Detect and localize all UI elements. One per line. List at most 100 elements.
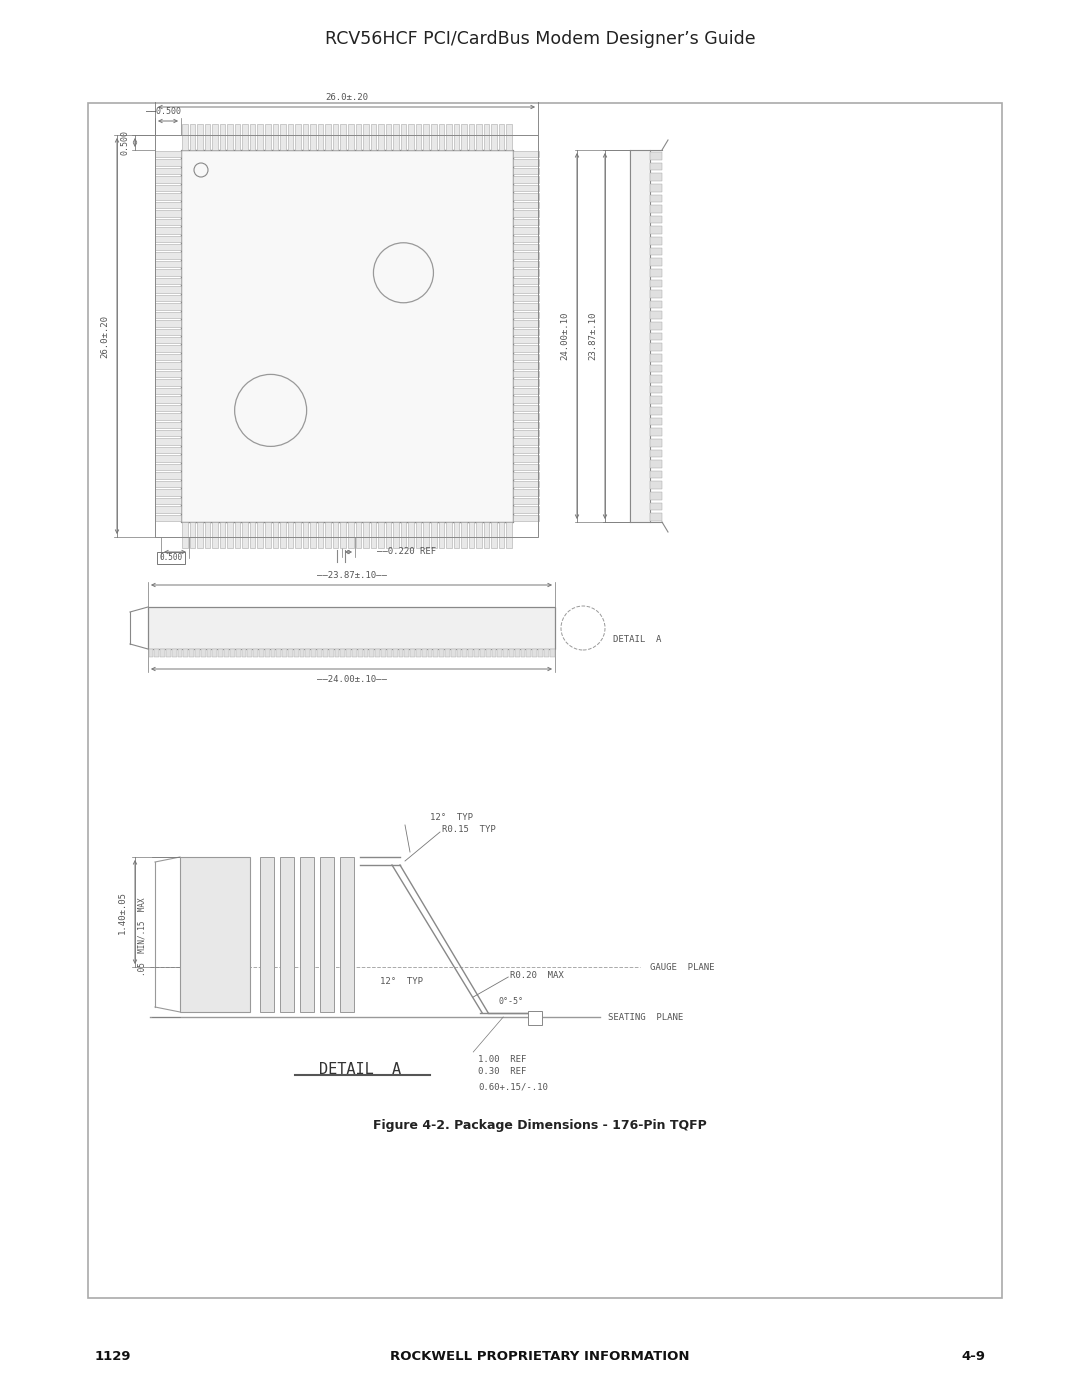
Bar xyxy=(156,312,181,319)
Bar xyxy=(650,407,662,415)
Bar xyxy=(184,650,188,657)
Bar xyxy=(513,362,539,369)
Bar xyxy=(538,650,543,657)
Bar xyxy=(340,856,354,1011)
Bar xyxy=(499,522,504,548)
Bar xyxy=(253,650,258,657)
Bar xyxy=(156,362,181,369)
Bar xyxy=(265,124,271,149)
Bar xyxy=(650,513,662,521)
Text: SEATING  PLANE: SEATING PLANE xyxy=(608,1013,684,1021)
Bar xyxy=(280,522,285,548)
Bar xyxy=(156,489,181,496)
Bar xyxy=(650,332,662,341)
Bar xyxy=(521,650,526,657)
Bar xyxy=(333,124,338,149)
Bar xyxy=(513,176,539,183)
Bar xyxy=(513,379,539,386)
Bar xyxy=(499,124,504,149)
Bar xyxy=(513,405,539,411)
Bar xyxy=(513,497,539,504)
Bar xyxy=(156,405,181,411)
Text: R0.15  TYP: R0.15 TYP xyxy=(442,826,496,834)
Bar xyxy=(154,650,159,657)
Bar xyxy=(650,397,662,404)
Bar xyxy=(454,522,459,548)
Bar xyxy=(428,650,432,657)
Bar xyxy=(265,650,270,657)
Bar xyxy=(513,514,539,521)
Bar xyxy=(630,149,650,522)
Bar xyxy=(156,328,181,335)
Bar xyxy=(408,522,414,548)
Bar xyxy=(381,650,386,657)
Bar xyxy=(423,522,429,548)
Bar xyxy=(172,650,176,657)
Bar xyxy=(247,650,252,657)
Bar xyxy=(242,650,246,657)
Bar xyxy=(445,650,450,657)
Bar xyxy=(650,215,662,224)
Bar xyxy=(156,261,181,267)
Bar xyxy=(513,422,539,427)
Bar xyxy=(544,650,549,657)
Text: ––0.220 REF: ––0.220 REF xyxy=(377,548,436,556)
Bar xyxy=(156,228,181,233)
Bar xyxy=(204,522,211,548)
Bar xyxy=(333,522,338,548)
Bar xyxy=(87,103,1002,1298)
Bar xyxy=(431,124,436,149)
Text: Figure 4-2. Package Dimensions - 176-Pin TQFP: Figure 4-2. Package Dimensions - 176-Pin… xyxy=(373,1119,707,1132)
Bar xyxy=(156,295,181,302)
Bar xyxy=(513,464,539,471)
Bar xyxy=(513,397,539,402)
Bar xyxy=(513,430,539,436)
Bar xyxy=(156,320,181,327)
Text: 1.40±.05: 1.40±.05 xyxy=(118,890,126,933)
Bar xyxy=(156,286,181,293)
Bar xyxy=(513,244,539,250)
Bar xyxy=(469,650,473,657)
Bar xyxy=(513,201,539,208)
Bar xyxy=(513,312,539,319)
Bar xyxy=(461,124,467,149)
Bar xyxy=(650,226,662,235)
Bar xyxy=(190,124,195,149)
Bar xyxy=(513,278,539,284)
Bar xyxy=(189,650,194,657)
Bar xyxy=(484,522,489,548)
Bar xyxy=(156,303,181,310)
Bar xyxy=(357,650,363,657)
Bar xyxy=(156,159,181,166)
Bar xyxy=(650,291,662,298)
Bar xyxy=(513,481,539,488)
Bar xyxy=(352,650,356,657)
Bar xyxy=(306,650,310,657)
Bar xyxy=(650,258,662,265)
Bar xyxy=(474,650,478,657)
Bar xyxy=(513,370,539,377)
Bar xyxy=(320,856,334,1011)
Bar xyxy=(177,650,183,657)
Bar xyxy=(325,124,330,149)
Text: GAUGE  PLANE: GAUGE PLANE xyxy=(650,963,715,971)
Bar xyxy=(422,650,427,657)
Text: 12°  TYP: 12° TYP xyxy=(380,978,423,986)
Text: 1.00  REF: 1.00 REF xyxy=(478,1055,527,1063)
Bar xyxy=(212,124,218,149)
Bar xyxy=(156,244,181,250)
Bar xyxy=(513,447,539,454)
Bar xyxy=(513,328,539,335)
Bar xyxy=(476,522,482,548)
Bar xyxy=(156,337,181,344)
Bar xyxy=(513,353,539,360)
Bar xyxy=(204,124,211,149)
Bar xyxy=(491,650,497,657)
Bar xyxy=(156,439,181,444)
Bar xyxy=(288,650,293,657)
Bar xyxy=(156,278,181,284)
Bar xyxy=(234,522,241,548)
Bar xyxy=(370,522,376,548)
Bar xyxy=(156,514,181,521)
Bar xyxy=(378,124,383,149)
